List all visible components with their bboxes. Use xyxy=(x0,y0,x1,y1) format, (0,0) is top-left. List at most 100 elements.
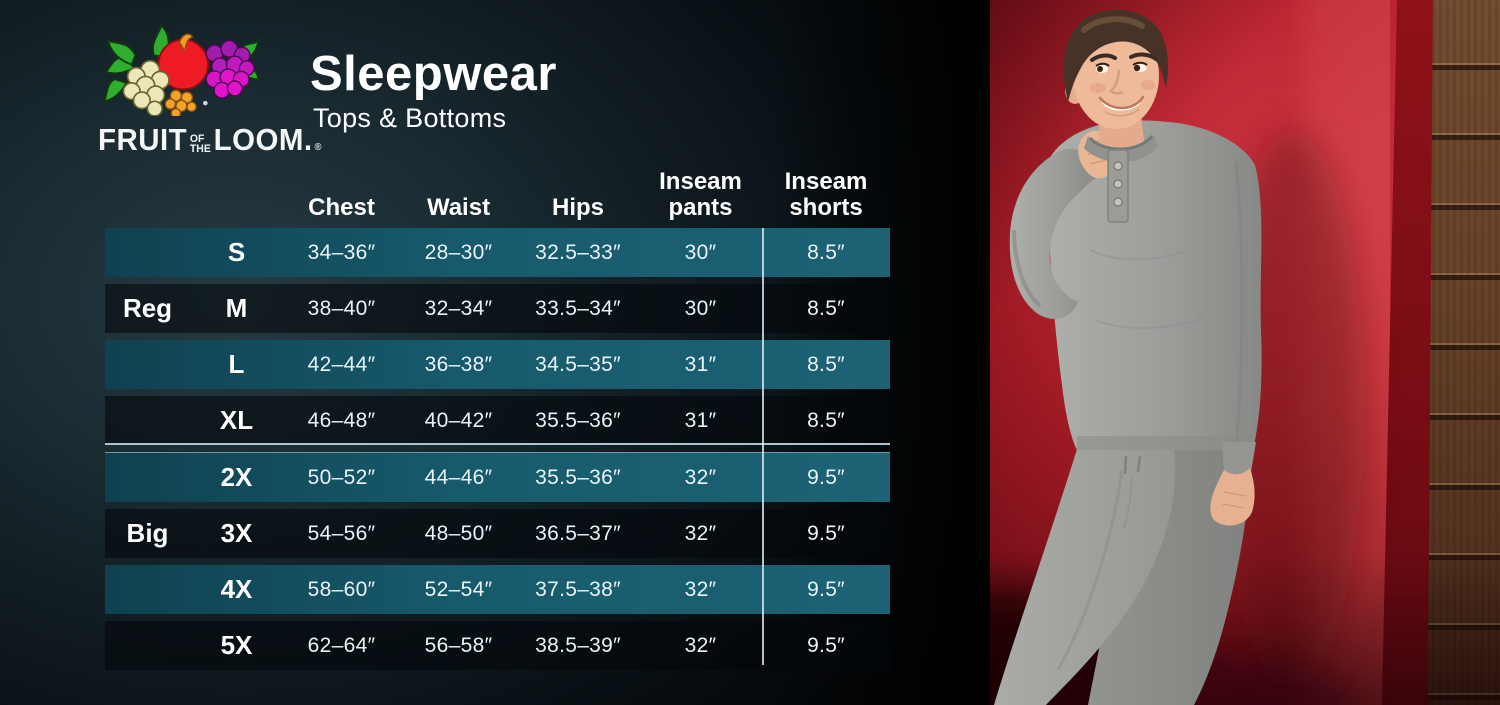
chest-value: 58–60″ xyxy=(307,577,376,601)
inseam-pants-value: 31″ xyxy=(684,352,717,376)
table-row: Reg M 38–40″ 32–34″ 33.5–34″ 30″ 8.5″ xyxy=(105,284,890,333)
eyelids xyxy=(1095,61,1148,67)
logo-word-fruit: FRUIT xyxy=(98,122,188,157)
bent-arm-sleeve xyxy=(1009,148,1098,319)
hips-value: 37.5–38″ xyxy=(535,577,621,601)
pant-crease xyxy=(1056,469,1124,671)
right-iris xyxy=(1133,64,1141,72)
model-photo xyxy=(990,0,1500,705)
waist-value: 52–54″ xyxy=(424,577,493,601)
finger-lines xyxy=(1221,491,1247,509)
inseam-shorts-value: 9.5″ xyxy=(807,465,845,489)
inseam-shorts-value: 9.5″ xyxy=(807,577,845,601)
table-row: L 42–44″ 36–38″ 34.5–35″ 31″ 8.5″ xyxy=(105,340,890,389)
size-label: S xyxy=(227,237,246,267)
logo-registered-dot xyxy=(203,100,208,106)
inseam-pants-value: 32″ xyxy=(684,465,717,489)
size-group-label-reg: Reg xyxy=(122,293,173,323)
table-header-row: Chest Waist Hips Inseam pants Inseam sho… xyxy=(105,165,890,223)
column-header-inseam-shorts: Inseam shorts xyxy=(784,168,868,221)
size-label: 4X xyxy=(220,574,253,604)
table-row: 5X 62–64″ 56–58″ 38.5–39″ 32″ 9.5″ xyxy=(105,621,890,670)
size-label: 5X xyxy=(220,630,253,660)
logo-word-of-the: OF THE xyxy=(189,133,211,155)
column-header-chest: Chest xyxy=(308,194,375,221)
size-group-label-big: Big xyxy=(126,518,169,548)
front-pant-leg xyxy=(994,446,1176,705)
inseam-shorts-value: 8.5″ xyxy=(807,296,845,320)
page-title: Sleepwear xyxy=(310,47,557,101)
sleeve-cuff xyxy=(1222,442,1256,478)
fruit-of-the-loom-logo: FRUIT OF THE LOOM. ® xyxy=(98,24,321,157)
table-row: Big 3X 54–56″ 48–50″ 36.5–37″ 32″ 9.5″ xyxy=(105,509,890,558)
fabric-folds xyxy=(1089,249,1206,330)
waist-value: 32–34″ xyxy=(424,296,493,320)
inseam-pants-value: 32″ xyxy=(684,633,717,657)
hanging-hand xyxy=(1210,468,1255,526)
size-label: L xyxy=(228,349,245,379)
neckline-shadow xyxy=(1088,134,1154,151)
inseam-shorts-value: 8.5″ xyxy=(807,240,845,264)
hips-value: 34.5–35″ xyxy=(535,352,621,376)
column-header-inseam-pants: Inseam pants xyxy=(659,168,742,221)
henley-top xyxy=(1048,120,1262,450)
inseam-pants-value: 30″ xyxy=(684,240,717,264)
nose xyxy=(1109,69,1124,95)
logo-wordmark: FRUIT OF THE LOOM. ® xyxy=(98,122,321,157)
header-spacer xyxy=(105,221,190,223)
logo-word-loom: LOOM. xyxy=(213,122,313,157)
upper-lip xyxy=(1098,95,1145,110)
inseam-shorts-value: 9.5″ xyxy=(807,521,845,545)
column-header-waist: Waist xyxy=(426,194,491,221)
size-label: 3X xyxy=(220,518,253,548)
man-in-gray-pajamas xyxy=(990,9,1364,705)
eyebrows xyxy=(1090,52,1158,62)
cheek-blush xyxy=(1141,80,1155,90)
shirt-hem xyxy=(1077,436,1253,450)
collar xyxy=(1084,134,1158,162)
sleeve-shading xyxy=(1012,229,1042,308)
shorts-column-separator-line xyxy=(762,228,764,665)
inseam-shorts-value: 8.5″ xyxy=(807,408,845,432)
fly-seam xyxy=(1123,477,1133,529)
table-row: XL 46–48″ 40–42″ 35.5–36″ 31″ 8.5″ xyxy=(105,396,890,445)
inseam-shorts-value: 9.5″ xyxy=(807,633,845,657)
hair xyxy=(1063,9,1168,102)
button xyxy=(1113,197,1123,207)
waist-value: 40–42″ xyxy=(424,408,493,432)
chest-value: 54–56″ xyxy=(307,521,376,545)
inseam-pants-value: 32″ xyxy=(684,577,717,601)
button xyxy=(1113,161,1123,171)
fruit-cluster-icon xyxy=(102,24,260,119)
registered-trademark-icon: ® xyxy=(314,142,322,153)
table-row: 2X 50–52″ 44–46″ 35.5–36″ 32″ 9.5″ xyxy=(105,453,890,502)
drawstring xyxy=(1123,455,1142,475)
cheek-blush xyxy=(1090,83,1106,93)
page-subtitle: Tops & Bottoms xyxy=(313,103,507,133)
table-row: 4X 58–60″ 52–54″ 37.5–38″ 32″ 9.5″ xyxy=(105,565,890,614)
waist-value: 56–58″ xyxy=(424,633,493,657)
inseam-pants-value: 32″ xyxy=(684,521,717,545)
hips-value: 32.5–33″ xyxy=(535,240,621,264)
size-label: M xyxy=(225,293,248,323)
chest-value: 42–44″ xyxy=(307,352,376,376)
chart-panel: FRUIT OF THE LOOM. ® Sleepwear Tops & Bo… xyxy=(0,0,990,705)
chest-value: 38–40″ xyxy=(307,296,376,320)
chest-value: 34–36″ xyxy=(307,240,376,264)
header-spacer xyxy=(190,221,283,223)
hair-highlight xyxy=(1081,16,1145,33)
hips-value: 35.5–36″ xyxy=(535,408,621,432)
button xyxy=(1113,179,1123,189)
chest-value: 62–64″ xyxy=(307,633,376,657)
inseam-pants-value: 31″ xyxy=(684,408,717,432)
waist-value: 28–30″ xyxy=(424,240,493,264)
inseam-shorts-value: 8.5″ xyxy=(807,352,845,376)
size-label: 2X xyxy=(220,462,253,492)
lower-lip xyxy=(1104,108,1140,117)
column-header-hips: Hips xyxy=(551,194,604,221)
waist-value: 36–38″ xyxy=(424,352,493,376)
waist-value: 44–46″ xyxy=(424,465,493,489)
chest-value: 46–48″ xyxy=(307,408,376,432)
size-label: XL xyxy=(219,405,254,435)
